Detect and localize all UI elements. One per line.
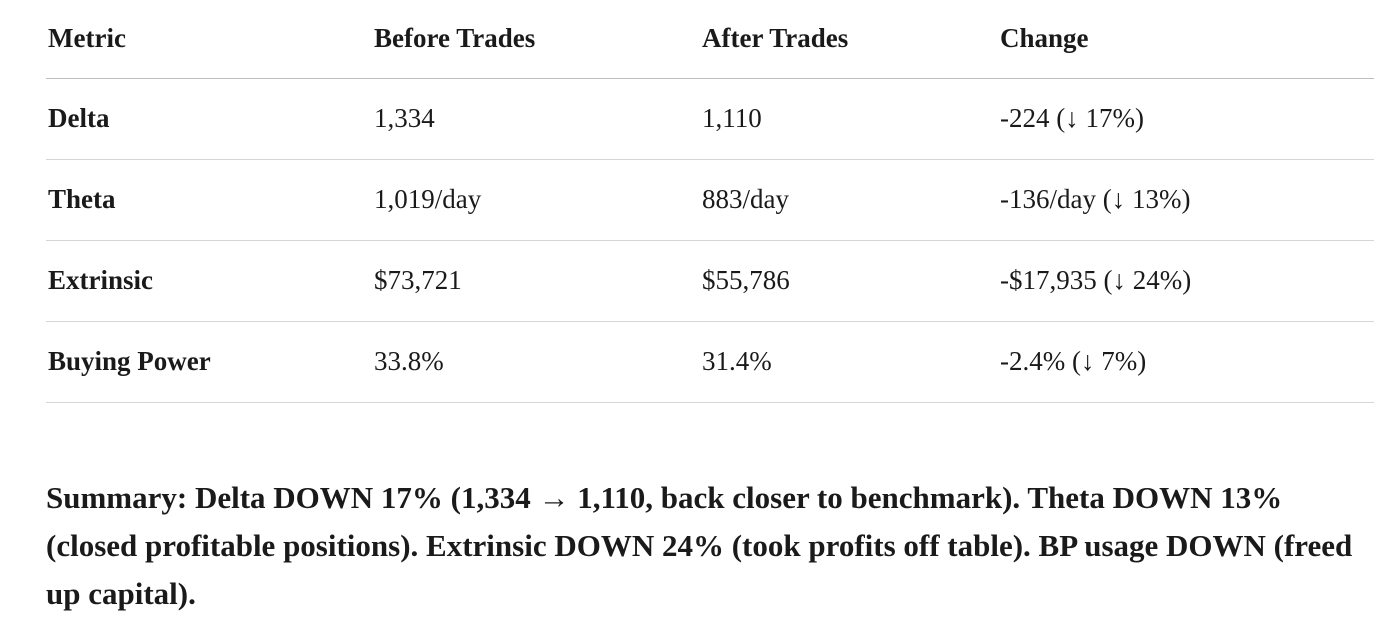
cell: $55,786 — [700, 240, 998, 322]
row-label: Theta — [46, 159, 372, 241]
cell: 31.4% — [700, 321, 998, 403]
header-cell: Before Trades — [372, 0, 700, 79]
table-row: Buying Power 33.8% 31.4% -2.4% (↓ 7%) — [46, 321, 1374, 403]
table-body: Delta 1,334 1,110 -224 (↓ 17%) Theta 1,019/da… — [46, 78, 1374, 403]
row-label: Delta — [46, 78, 372, 160]
table-row: Extrinsic $73,721 $55,786 -$17,935 (↓ 24%) — [46, 240, 1374, 322]
summary: Summary: Delta DOWN 17% (1,334 → 1,110, … — [46, 480, 1353, 611]
cell: 33.8% — [372, 321, 700, 403]
header-cell: After Trades — [700, 0, 998, 79]
row-label: Extrinsic — [46, 240, 372, 322]
cell: 883/day — [700, 159, 998, 241]
table-row: Delta 1,334 1,110 -224 (↓ 17%) — [46, 78, 1374, 160]
row-label: Buying Power — [46, 321, 372, 403]
cell: $73,721 — [372, 240, 700, 322]
cell: -224 (↓ 17%) — [998, 78, 1374, 160]
cell: 1,110 — [700, 78, 998, 160]
metrics-table: Metric Before Trades After Trades Change De… — [46, 0, 1374, 403]
cell: 1,019/day — [372, 159, 700, 241]
header-cell: Metric — [46, 0, 372, 79]
header-cell: Change — [998, 0, 1374, 79]
table-row: Theta 1,019/day 883/day -136/day (↓ 13%) — [46, 159, 1374, 241]
header-row: Metric Before Trades After Trades Change — [46, 0, 1374, 79]
cell: -$17,935 (↓ 24%) — [998, 240, 1374, 322]
cell: -136/day (↓ 13%) — [998, 159, 1374, 241]
cell: -2.4% (↓ 7%) — [998, 321, 1374, 403]
cell: 1,334 — [372, 78, 700, 160]
